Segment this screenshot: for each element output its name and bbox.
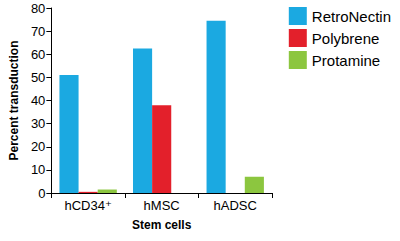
svg-text:30: 30 — [31, 116, 45, 131]
svg-text:70: 70 — [31, 24, 45, 39]
svg-text:0: 0 — [38, 186, 45, 201]
svg-text:hCD34⁺: hCD34⁺ — [64, 198, 111, 213]
svg-text:Stem cells: Stem cells — [132, 218, 192, 232]
svg-text:20: 20 — [31, 139, 45, 154]
svg-text:Polybrene: Polybrene — [312, 30, 380, 47]
svg-text:Percent transduction: Percent transduction — [7, 40, 21, 160]
svg-text:hADSC: hADSC — [214, 198, 257, 213]
svg-text:40: 40 — [31, 93, 45, 108]
svg-text:10: 10 — [31, 162, 45, 177]
svg-text:hMSC: hMSC — [144, 198, 180, 213]
svg-text:80: 80 — [31, 1, 45, 16]
svg-text:50: 50 — [31, 70, 45, 85]
svg-text:60: 60 — [31, 47, 45, 62]
svg-text:Protamine: Protamine — [312, 52, 380, 69]
svg-text:RetroNectin: RetroNectin — [312, 8, 391, 25]
